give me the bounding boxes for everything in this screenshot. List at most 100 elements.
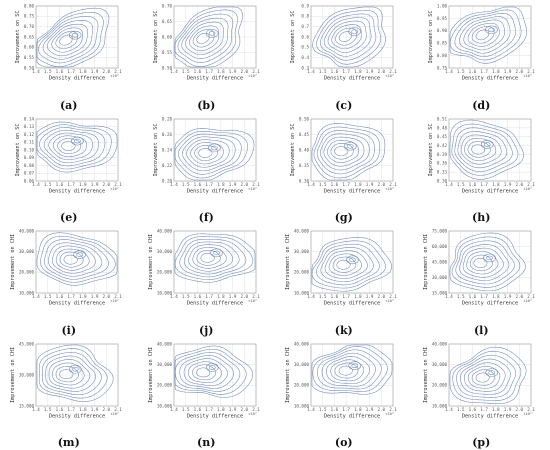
x-tick-label: 1.9 xyxy=(91,69,99,74)
contour-group xyxy=(36,344,114,402)
x-tick-label: 2.0 xyxy=(515,294,523,299)
contour-level xyxy=(475,29,489,41)
contour-level xyxy=(52,362,85,385)
y-tick-label: 0.39 xyxy=(436,151,447,156)
contour-level xyxy=(55,31,78,50)
contour-peak xyxy=(484,25,498,35)
y-tick-label: 0.7 xyxy=(301,24,309,29)
y-tick-label: 0.80 xyxy=(436,53,447,58)
contour-level xyxy=(183,357,228,386)
panel-label: (h) xyxy=(472,211,491,224)
contour-group xyxy=(174,233,255,283)
contour-level xyxy=(449,119,524,180)
y-tick-label: 0.5 xyxy=(301,45,309,50)
x-tick-label: 2.1 xyxy=(527,294,535,299)
y-tick-label: 10,000 xyxy=(156,290,172,295)
contour-level xyxy=(185,138,230,168)
contour-level xyxy=(195,32,210,44)
x-tick-label: 2.0 xyxy=(102,182,110,187)
x-tick-label: 1.8 xyxy=(217,294,225,299)
y-tick-label: 10,000 xyxy=(19,290,35,295)
x-tick-label: 1.4 xyxy=(32,407,40,412)
x-tick-label: 1.8 xyxy=(217,69,225,74)
contour-level xyxy=(471,368,495,385)
x-exponent-label: ×10² xyxy=(110,74,119,78)
contour-peak xyxy=(209,248,223,258)
contour-level xyxy=(312,6,386,68)
panel-b: 1.4 1.5 1.6 1.7 1.8 1.9 2.0 2.1 ×10² Density diff… xyxy=(138,0,276,113)
x-tick-label: 1.5 xyxy=(456,407,464,412)
x-exponent-label: ×10² xyxy=(385,74,394,78)
contour-peak xyxy=(346,143,354,148)
contour-level xyxy=(451,350,521,401)
contour-level xyxy=(460,134,502,164)
plot-frame xyxy=(448,343,531,406)
x-tick-label: 1.4 xyxy=(445,407,453,412)
y-tick-label: 40,000 xyxy=(156,341,172,346)
contour-peak xyxy=(71,32,79,38)
y-tick-label: 0.70 xyxy=(161,3,172,8)
x-tick-label: 2.0 xyxy=(240,69,248,74)
contour-level xyxy=(178,354,234,389)
contour-level xyxy=(316,9,382,65)
y-tick-label: 0.3 xyxy=(301,65,309,70)
contour-level xyxy=(174,345,253,398)
panel-h: 1.4 1.5 1.6 1.7 1.8 1.9 2.0 2.1 ×10² Density diff… xyxy=(413,113,550,226)
contour-group xyxy=(449,6,527,64)
x-tick-label: 1.4 xyxy=(32,182,40,187)
x-tick-label: 1.6 xyxy=(56,69,64,74)
y-tick-label: 0.40 xyxy=(299,147,310,152)
x-tick-label: 1.7 xyxy=(205,182,213,187)
y-tick-label: 20,000 xyxy=(156,270,172,275)
panel-label: (b) xyxy=(197,98,216,112)
y-axis-label: Improvement on CHI xyxy=(285,346,291,402)
y-tick-label: 0.24 xyxy=(161,147,172,152)
x-axis-label: Density difference xyxy=(324,76,380,82)
contour-level xyxy=(48,132,93,160)
panel-d: 1.4 1.5 1.6 1.7 1.8 1.9 2.0 2.1 ×10² Density diff… xyxy=(413,0,550,113)
contour-level xyxy=(334,362,359,378)
y-tick-label: 0.90 xyxy=(436,28,447,33)
panel-label: (i) xyxy=(61,323,77,337)
y-tick-label: 0.28 xyxy=(161,116,172,121)
x-tick-label: 1.8 xyxy=(492,294,500,299)
contour-level xyxy=(469,254,493,272)
y-tick-label: 0.60 xyxy=(161,34,172,39)
x-tick-label: 1.5 xyxy=(44,294,52,299)
contour-level xyxy=(320,13,377,61)
contour-group xyxy=(174,127,254,180)
y-tick-label: 30,000 xyxy=(156,249,172,254)
x-tick-label: 1.6 xyxy=(193,69,201,74)
contour-level xyxy=(40,235,116,283)
contour-level xyxy=(38,16,99,64)
y-tick-label: 0.75 xyxy=(24,14,35,19)
x-tick-label: 2.1 xyxy=(527,182,535,187)
x-tick-label: 2.0 xyxy=(240,294,248,299)
contour-level xyxy=(189,141,224,164)
contour-level xyxy=(183,241,239,275)
x-tick-label: 1.7 xyxy=(67,69,75,74)
x-tick-label: 1.4 xyxy=(307,182,315,187)
x-tick-label: 1.7 xyxy=(342,182,350,187)
y-tick-label: 60,000 xyxy=(431,244,447,249)
y-tick-label: 30,000 xyxy=(294,249,310,254)
y-tick-label: 30,000 xyxy=(19,249,35,254)
contour-level xyxy=(316,129,375,174)
x-tick-label: 1.8 xyxy=(492,182,500,187)
contour-level xyxy=(327,20,367,53)
contour-level xyxy=(321,352,376,387)
y-tick-label: 0.48 xyxy=(436,125,447,130)
x-exponent-label: ×10² xyxy=(110,299,119,303)
y-tick-label: 0.36 xyxy=(436,160,447,165)
x-exponent-label: ×10² xyxy=(385,299,394,303)
contour-peak xyxy=(480,139,493,149)
x-tick-label: 1.8 xyxy=(217,407,225,412)
contour-group xyxy=(174,345,253,398)
contour-level xyxy=(311,344,393,395)
contour-level xyxy=(36,7,110,68)
x-axis-label: Density difference xyxy=(186,301,242,307)
